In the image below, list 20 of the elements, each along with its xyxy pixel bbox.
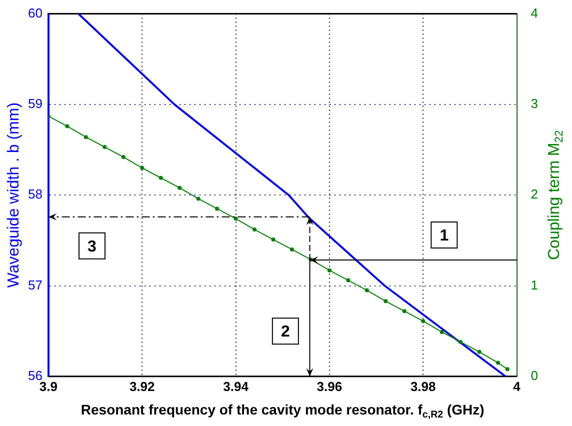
y2-tick-label: 3 <box>530 96 538 112</box>
x-tick-label: 3.96 <box>316 378 342 394</box>
annotation: 1 <box>440 227 449 244</box>
y-tick-label: 58 <box>28 186 42 202</box>
y2-axis-title: Coupling term M22 <box>546 130 566 260</box>
y2-tick-label: 4 <box>530 5 538 20</box>
y-tick-label: 56 <box>28 368 42 383</box>
y2-tick-label: 2 <box>530 186 538 202</box>
y2-tick-label: 0 <box>530 368 538 383</box>
y-tick-label: 60 <box>28 5 42 20</box>
y-tick-label: 57 <box>28 277 42 292</box>
y-tick-label: 59 <box>28 96 42 112</box>
x-tick-label: 4 <box>513 378 522 394</box>
x-tick-label: 3.98 <box>410 378 436 394</box>
y-axis-title: Waveguide width . b (mm) <box>5 102 22 288</box>
x-tick-label: 3.92 <box>129 378 155 394</box>
y2-tick-label: 1 <box>530 277 538 292</box>
x-tick-label: 3.94 <box>223 378 250 394</box>
annotation: 3 <box>88 238 97 256</box>
annotation: 2 <box>280 323 290 340</box>
